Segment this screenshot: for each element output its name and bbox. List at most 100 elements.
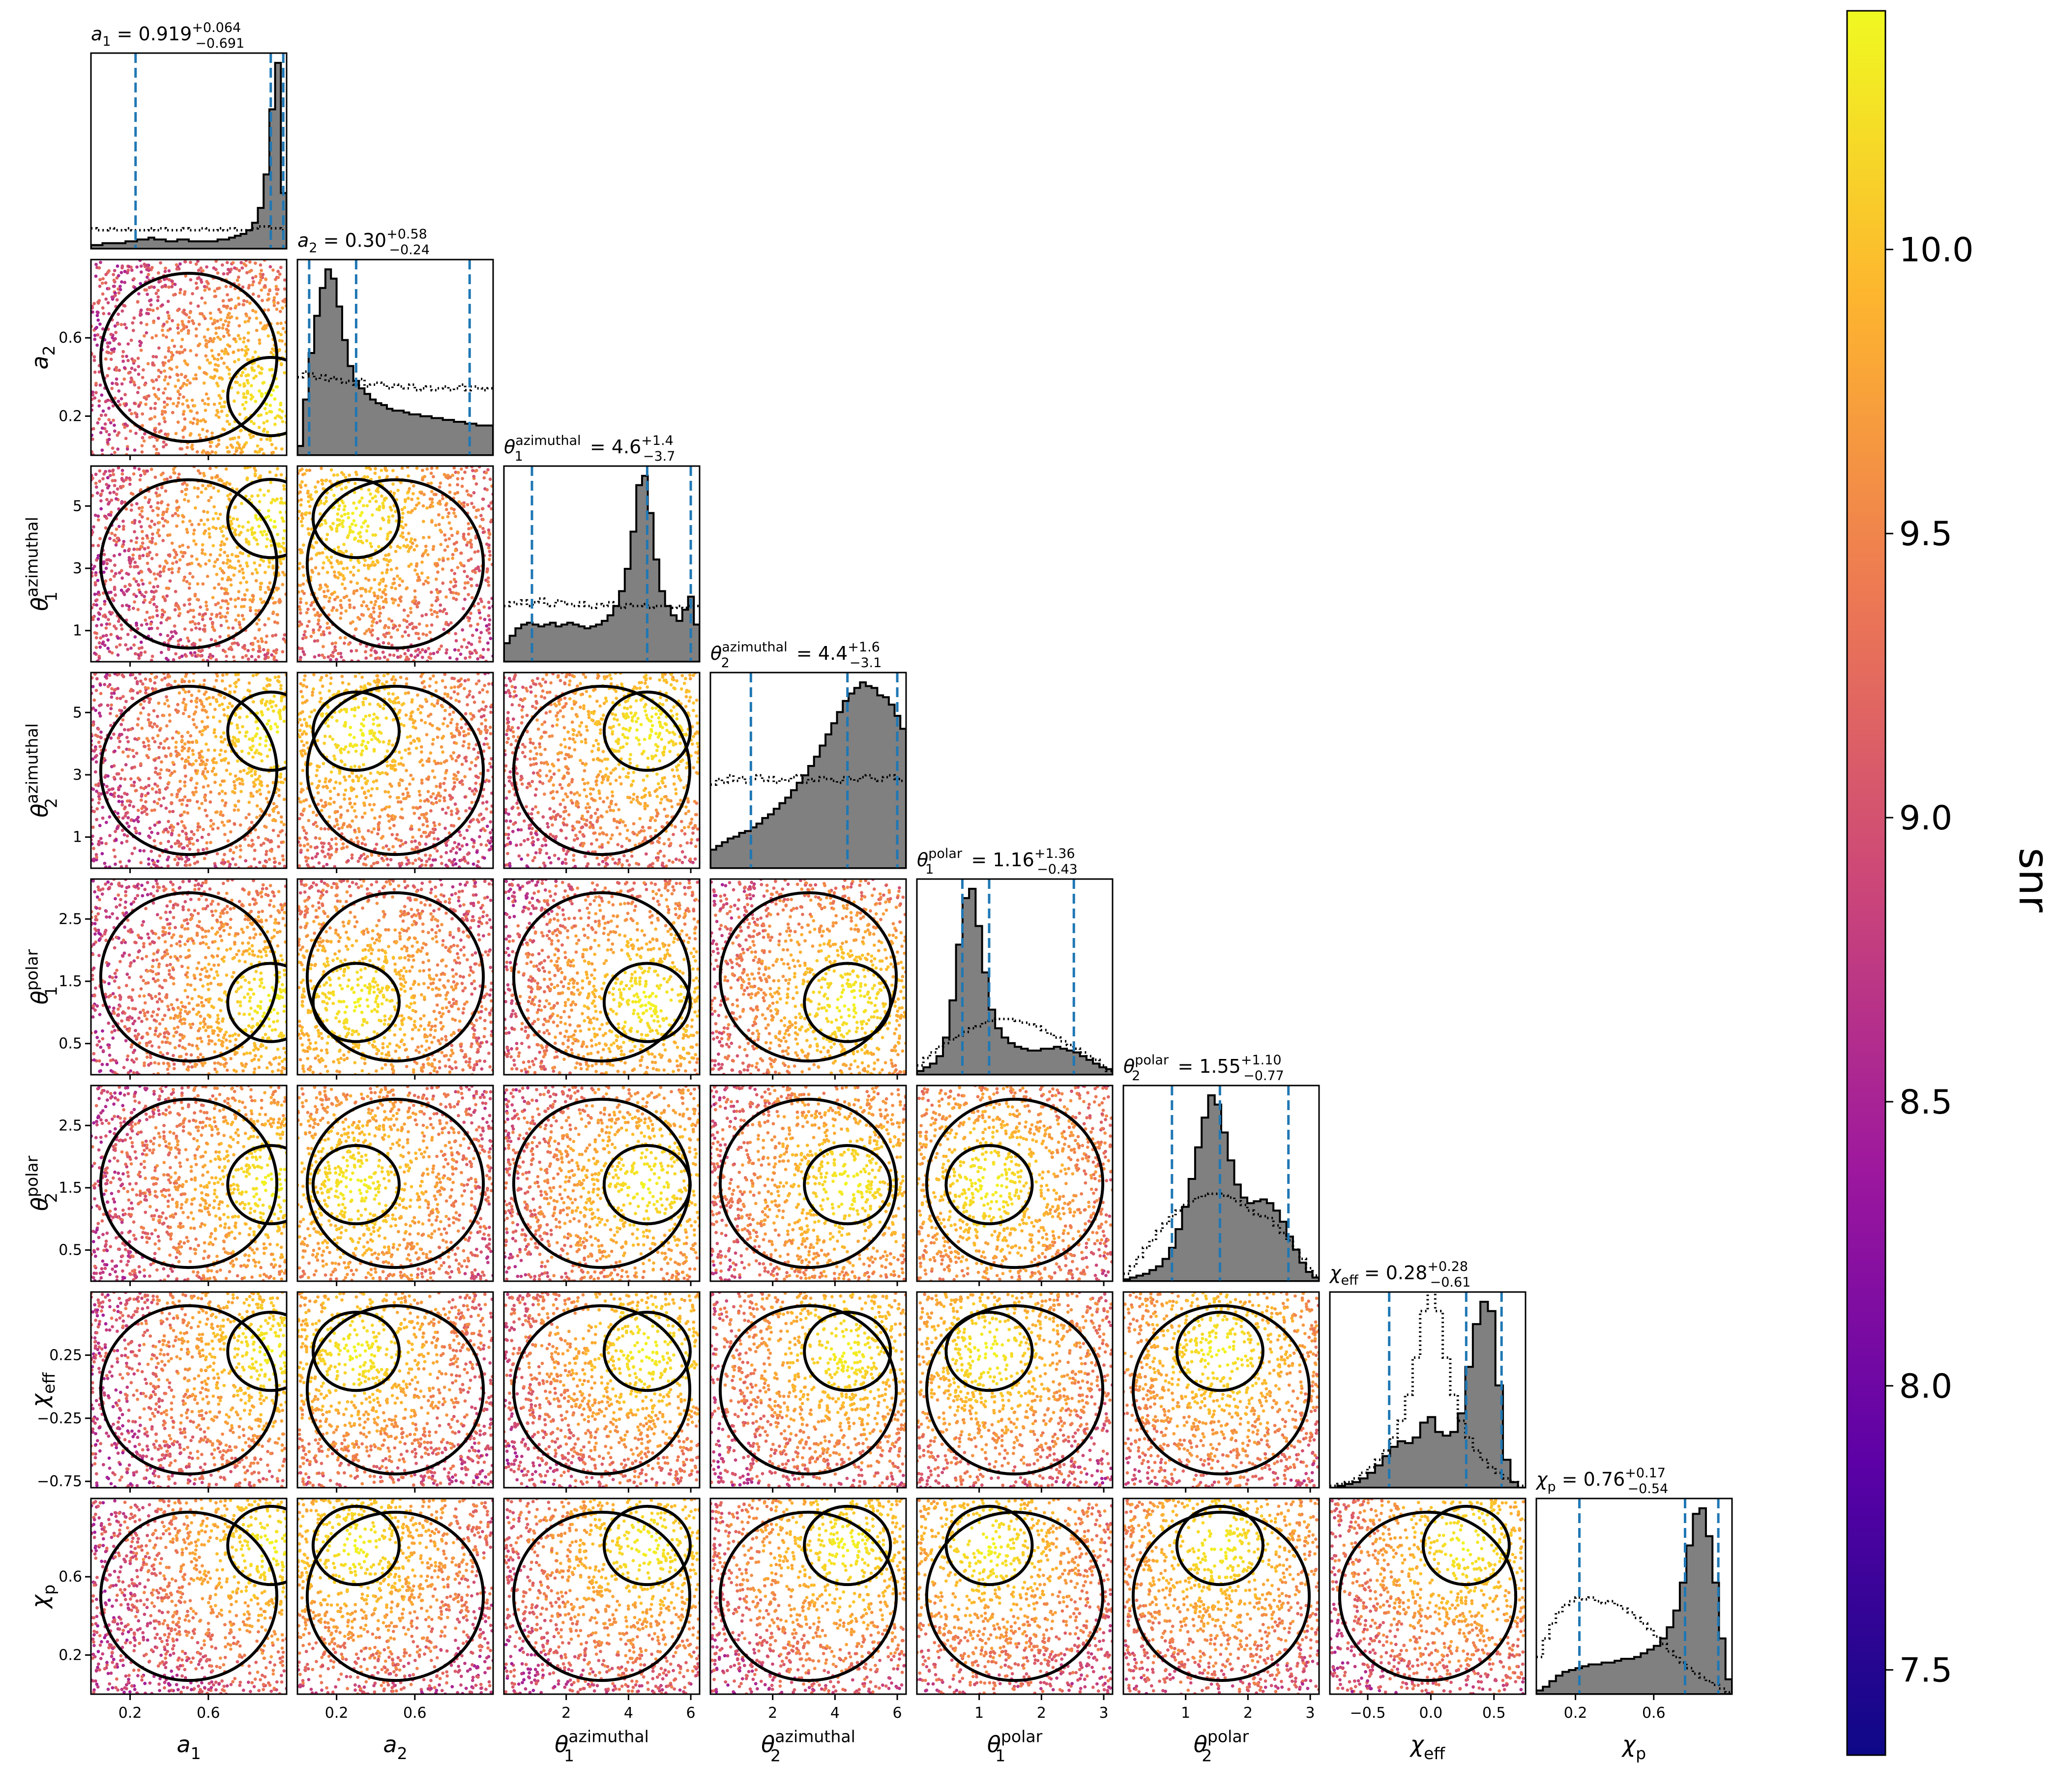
snr-scatter-points xyxy=(297,1086,493,1281)
x-axis-label-t2po: θpolar 2 xyxy=(1194,1727,1249,1765)
contour-50 xyxy=(602,962,692,1043)
contour-90 xyxy=(305,891,485,1063)
contour-90 xyxy=(1338,1510,1518,1682)
contour-90 xyxy=(305,1510,485,1682)
histogram-a2: a2 = 0.30+0.58 −0.24 xyxy=(296,227,494,456)
contour-50 xyxy=(602,1311,692,1392)
snr-scatter-points xyxy=(504,1292,700,1488)
posterior-histogram xyxy=(504,474,700,662)
x-tick-label: 0.0 xyxy=(1419,1704,1443,1722)
x-axis-label-t2az: θazimuthal 2 xyxy=(761,1727,855,1765)
panel-frame xyxy=(916,1498,1114,1695)
panel-frame xyxy=(916,1291,1114,1489)
x-tick-label: 1 xyxy=(974,1704,984,1722)
contour-50 xyxy=(602,690,692,772)
scatter-a2-vs-chip: 0.2 0.6 a2 xyxy=(296,1498,494,1763)
contour-50 xyxy=(602,1504,692,1586)
contour-90 xyxy=(512,1097,692,1269)
x-tick-label: 2 xyxy=(561,1704,571,1722)
y-tick-label: −0.25 xyxy=(37,1410,82,1427)
y-axis-label-chieff: χeff xyxy=(27,1372,59,1409)
contour-90 xyxy=(99,684,279,856)
snr-scatter-points xyxy=(1123,1292,1319,1488)
colorbar-tick-label: 10.0 xyxy=(1899,231,1973,269)
x-tick-label: 2 xyxy=(1037,1704,1046,1722)
contour-50 xyxy=(803,1144,892,1226)
snr-scatter-points xyxy=(1123,1498,1319,1694)
histogram-chip: χp = 0.76+0.17 −0.54 0.2 0.6 χp xyxy=(1535,1466,1733,1763)
snr-scatter-points xyxy=(710,1292,906,1488)
scatter-t1az-vs-chip: 2 4 6 θazimuthal 1 xyxy=(503,1498,701,1765)
y-tick-label: 0.2 xyxy=(59,1646,82,1664)
x-tick-label: 4 xyxy=(830,1704,840,1722)
panel-frame xyxy=(1122,1498,1320,1695)
snr-scatter-points xyxy=(710,1086,906,1281)
scatter-a1-vs-t2az: 1 3 5 θazimuthal2 xyxy=(22,672,288,873)
y-tick-label: 0.25 xyxy=(49,1347,82,1364)
y-tick-label: 5 xyxy=(73,498,82,515)
contour-90 xyxy=(99,271,279,443)
scatter-a2-vs-t2az xyxy=(296,672,494,873)
panel-title-a1: a1 = 0.919+0.064 −0.691 xyxy=(91,20,244,51)
prior-histogram xyxy=(1536,1596,1732,1694)
scatter-t2az-vs-t1po xyxy=(709,878,907,1080)
x-tick-label: 0.2 xyxy=(325,1704,349,1722)
x-tick-label: 0.6 xyxy=(197,1704,220,1722)
scatter-t2az-vs-chieff xyxy=(709,1291,907,1493)
contour-50 xyxy=(311,1311,401,1392)
scatter-t2az-vs-t2po xyxy=(709,1085,907,1286)
contour-90 xyxy=(718,1304,898,1476)
panel-frame xyxy=(709,1498,907,1695)
x-tick-label: 0.6 xyxy=(403,1704,427,1722)
y-axis-label-t2az: θazimuthal2 xyxy=(22,723,60,818)
x-axis-label-a1: a1 xyxy=(176,1731,201,1763)
posterior-histogram xyxy=(297,268,493,455)
panel-frame xyxy=(503,1498,701,1695)
y-tick-label: 2.5 xyxy=(59,1117,82,1134)
scatter-t1po-vs-t2po xyxy=(916,1085,1114,1286)
panel-frame xyxy=(90,259,288,456)
y-tick-label: −0.75 xyxy=(37,1473,82,1490)
contour-50 xyxy=(311,1504,401,1586)
y-tick-label: 1.5 xyxy=(59,973,82,990)
panel-title-t2az: θazimuthal 2 = 4.4+1.6 −3.1 xyxy=(710,640,881,671)
contour-90 xyxy=(99,891,279,1063)
x-axis-label-t1az: θazimuthal 1 xyxy=(555,1727,649,1765)
x-tick-label: 1 xyxy=(1181,1704,1190,1722)
snr-scatter-points xyxy=(91,1498,287,1694)
scatter-t2po-vs-chip: 1 2 3 θpolar 2 xyxy=(1122,1498,1320,1765)
contour-90 xyxy=(925,1304,1105,1476)
scatter-a1-vs-t1az: 1 3 5 θazimuthal1 xyxy=(22,465,288,667)
x-tick-label: 6 xyxy=(893,1704,902,1722)
contour-50 xyxy=(1421,1504,1511,1586)
colorbar-gradient xyxy=(1846,10,1886,1756)
contour-50 xyxy=(1175,1311,1264,1392)
x-tick-label: 2 xyxy=(1243,1704,1253,1722)
colorbar-ticks: 7.5 8.0 8.5 9.0 9.5 10.0 xyxy=(1885,231,1973,1690)
scatter-t1az-vs-t2az xyxy=(503,672,701,873)
contour-50 xyxy=(311,478,401,559)
contour-50 xyxy=(1175,1504,1264,1586)
posterior-histogram xyxy=(1330,1300,1526,1488)
snr-scatter-points xyxy=(297,1292,493,1488)
snr-scatter-points xyxy=(91,1086,287,1281)
x-tick-label: 0.2 xyxy=(118,1704,142,1722)
panel-title-a2: a2 = 0.30+0.58 −0.24 xyxy=(297,227,430,258)
contour-90 xyxy=(718,1510,898,1682)
panel-frame xyxy=(916,878,1114,1076)
panel-frame xyxy=(296,259,494,456)
panel-frame xyxy=(296,672,494,869)
y-axis-label-t1po: θpolar1 xyxy=(22,949,60,1004)
prior-histogram xyxy=(297,370,493,392)
contour-90 xyxy=(99,1097,279,1269)
snr-scatter-points xyxy=(297,466,493,662)
contour-90 xyxy=(925,1097,1105,1269)
panel-frame xyxy=(90,1291,288,1489)
histogram-chieff: χeff = 0.28+0.28 −0.61 xyxy=(1329,1259,1527,1489)
scatter-t1az-vs-chieff xyxy=(503,1291,701,1493)
panel-frame xyxy=(296,1085,494,1282)
contour-50 xyxy=(226,1311,287,1392)
snr-scatter-points xyxy=(710,879,906,1075)
scatter-t1po-vs-chieff xyxy=(916,1291,1114,1493)
prior-histogram xyxy=(91,225,287,232)
